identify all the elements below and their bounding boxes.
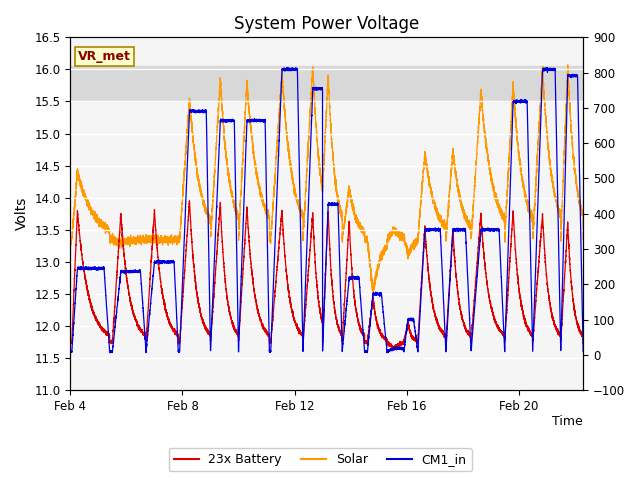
Solar	[474, 130, 482, 135]
23x Battery	[186, 198, 193, 204]
Title: System Power Voltage: System Power Voltage	[234, 15, 419, 33]
CM1_in	[474, 263, 482, 268]
CM1_in	[370, 290, 378, 296]
Line: CM1_in: CM1_in	[70, 68, 583, 353]
Solar	[579, 237, 587, 242]
Solar	[564, 62, 572, 68]
Solar	[370, 286, 378, 292]
23x Battery	[370, 302, 378, 308]
CM1_in	[579, 348, 587, 354]
23x Battery	[474, 248, 482, 254]
CM1_in	[447, 268, 454, 274]
Text: Time: Time	[552, 415, 583, 428]
CM1_in	[543, 65, 550, 71]
Line: Solar: Solar	[70, 65, 583, 295]
Line: 23x Battery: 23x Battery	[70, 201, 583, 350]
CM1_in	[67, 349, 74, 355]
Bar	[70, 66, 583, 101]
Legend: 23x Battery, Solar, CM1_in: 23x Battery, Solar, CM1_in	[168, 448, 472, 471]
23x Battery	[390, 348, 398, 353]
CM1_in	[383, 350, 391, 356]
CM1_in	[252, 119, 260, 125]
23x Battery	[67, 337, 74, 343]
Solar	[447, 175, 454, 180]
Solar	[92, 215, 100, 221]
Solar	[392, 231, 400, 237]
23x Battery	[392, 344, 400, 349]
CM1_in	[392, 346, 400, 351]
CM1_in	[92, 265, 100, 271]
Y-axis label: Volts: Volts	[15, 197, 29, 230]
Solar	[369, 292, 377, 298]
23x Battery	[447, 263, 454, 268]
23x Battery	[92, 315, 100, 321]
23x Battery	[252, 300, 260, 305]
Solar	[67, 237, 74, 242]
23x Battery	[579, 340, 587, 346]
Solar	[252, 169, 260, 175]
Text: VR_met: VR_met	[78, 50, 131, 63]
